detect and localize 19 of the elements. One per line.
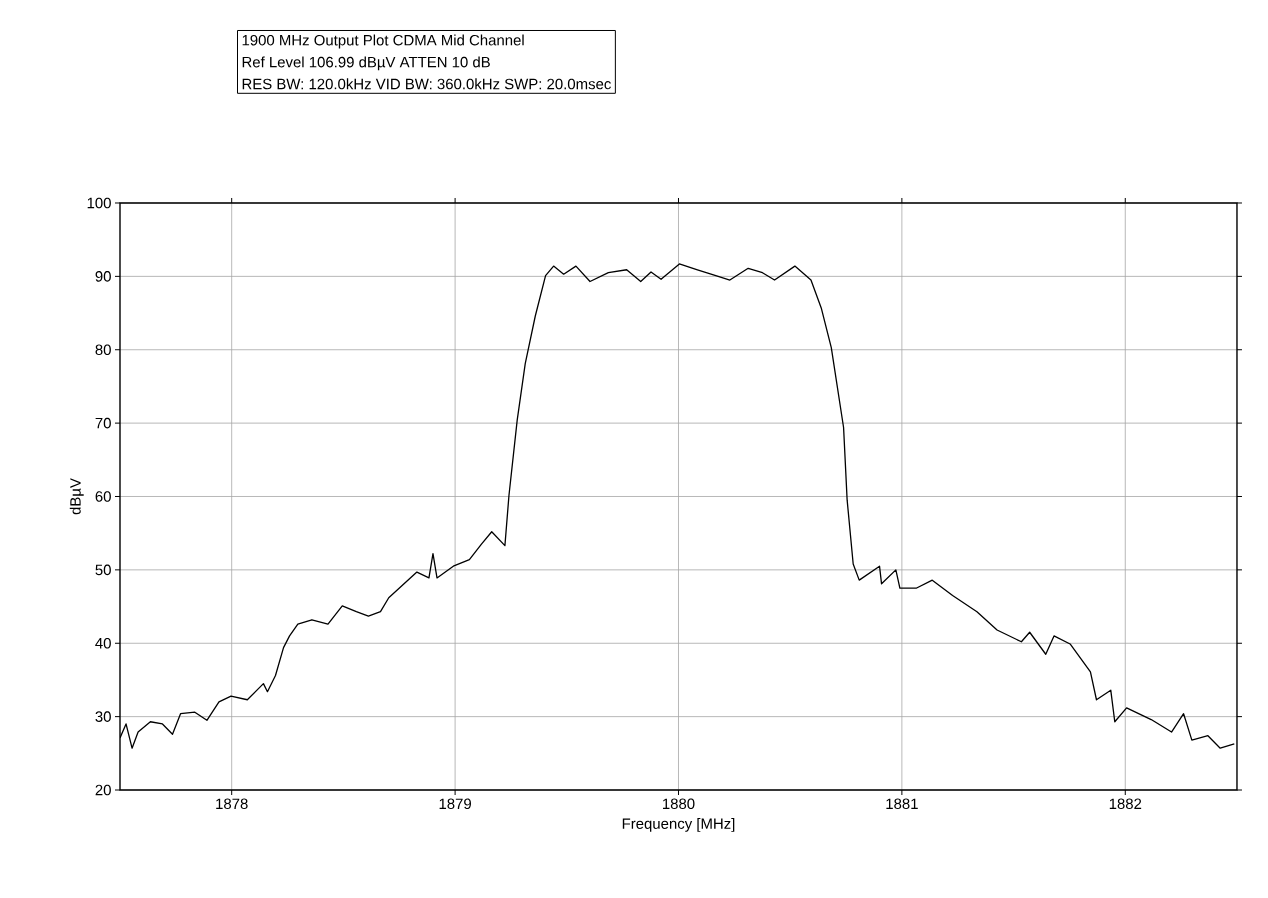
y-tick-label: 100	[87, 197, 111, 209]
x-tick-label: 1879	[439, 798, 471, 810]
y-tick-label: 20	[95, 784, 111, 796]
x-tick-label: 1880	[663, 798, 695, 810]
y-axis-title: dBµV	[69, 478, 84, 515]
x-tick-label: 1881	[886, 798, 918, 810]
y-tick-label: 50	[95, 564, 111, 576]
x-tick-label: 1882	[1109, 798, 1142, 810]
chart-title: 1900 MHz Output Plot CDMA Mid Channel	[242, 34, 524, 49]
text: RES BW: 120.0kHz VID BW: 360.0kHz SWP: 20.0msec	[242, 78, 611, 90]
chart-subtitle: Ref Level 106.99 dBµV ATTEN 10 dB	[242, 56, 490, 71]
y-tick-label: 70	[95, 417, 111, 429]
x-tick-label: 1878	[216, 798, 248, 810]
y-tick-label: 60	[95, 491, 111, 502]
y-tick-label: 90	[95, 271, 111, 282]
y-tick-label: 30	[95, 711, 111, 722]
y-tick-label: 80	[95, 344, 111, 356]
y-tick-label: 40	[95, 637, 111, 649]
x-axis-title: Frequency [MHz]	[622, 817, 735, 832]
